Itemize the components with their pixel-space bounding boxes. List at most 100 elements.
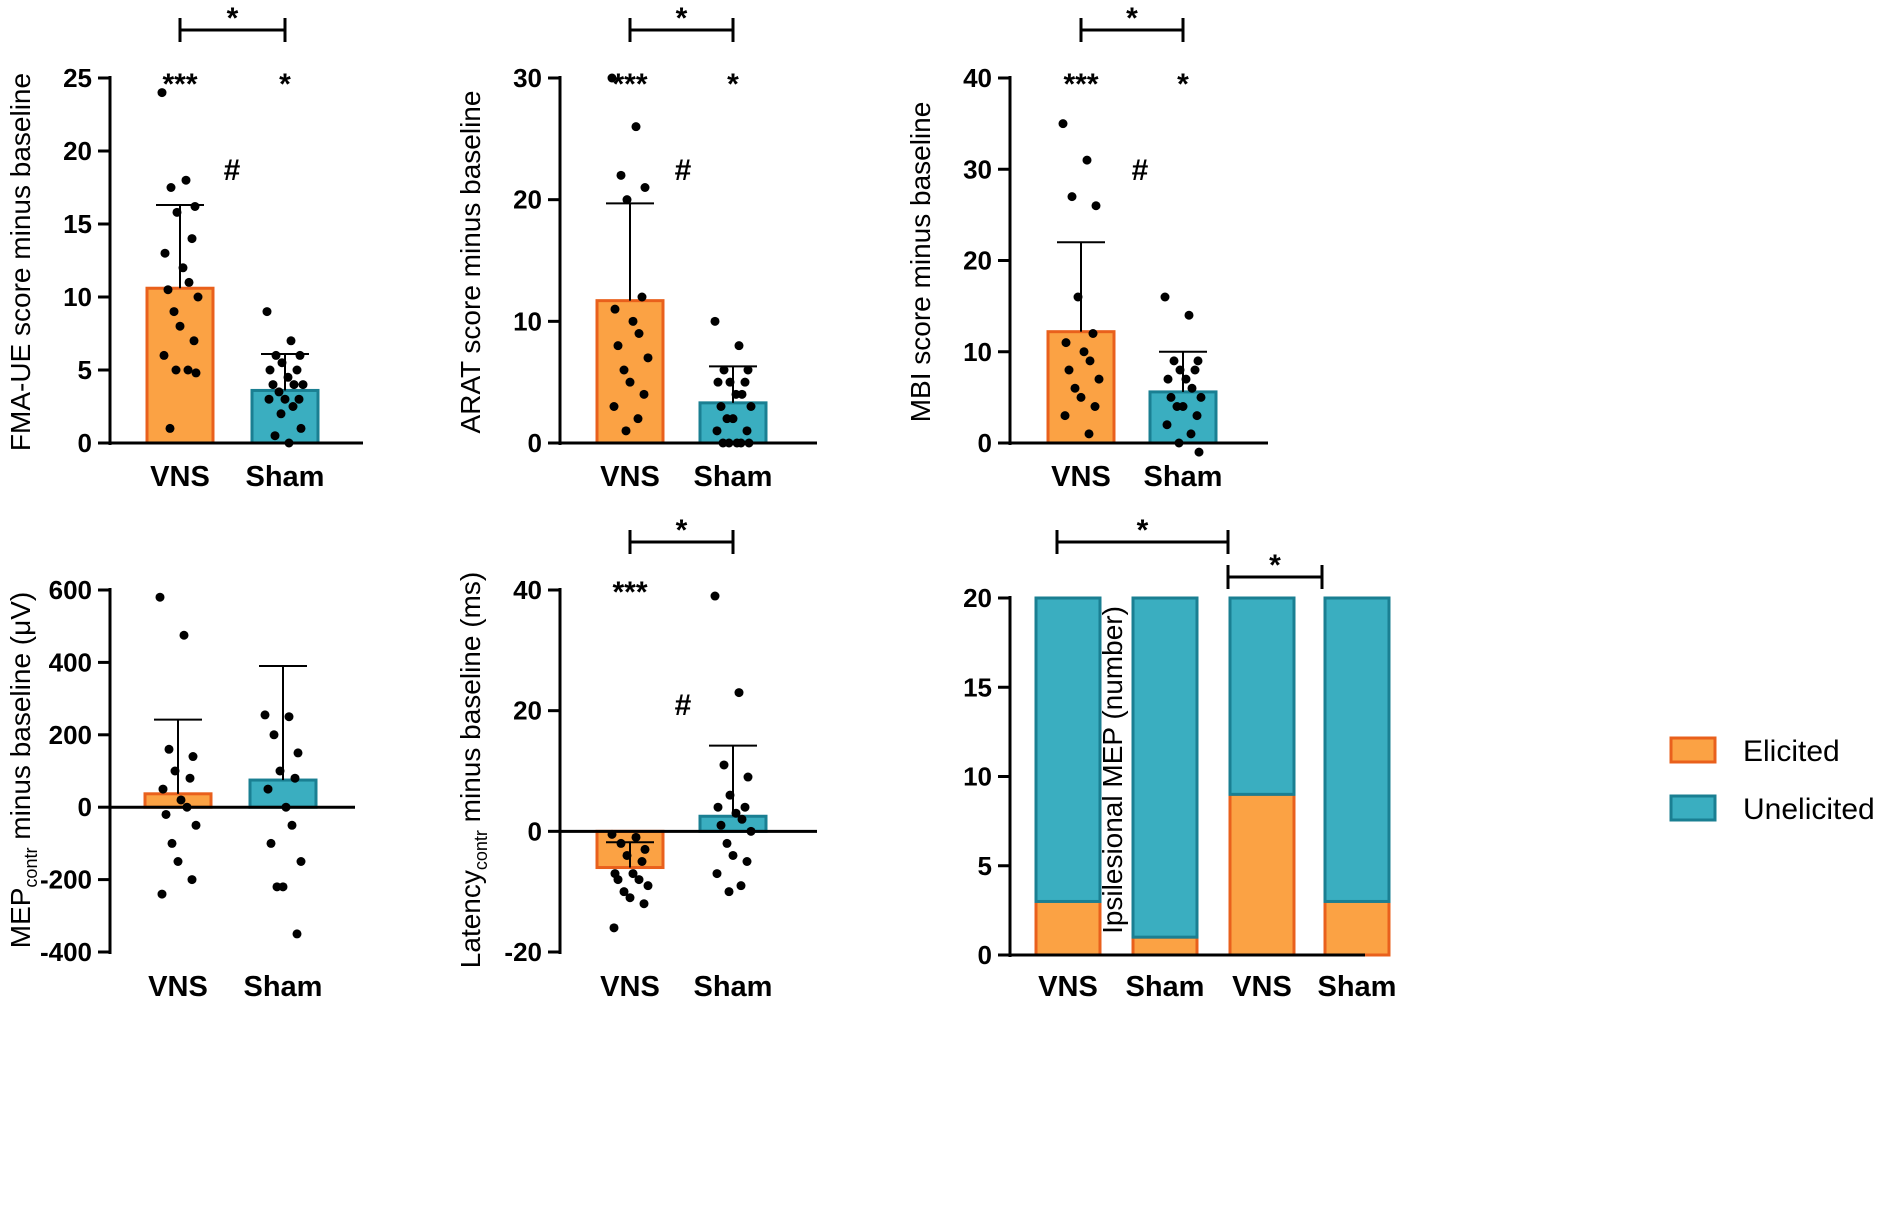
data-point — [613, 341, 623, 351]
y-tick-label: 30 — [963, 154, 992, 184]
data-point — [1187, 383, 1197, 393]
data-point — [616, 170, 626, 180]
data-point — [1181, 374, 1191, 384]
data-point — [280, 394, 290, 404]
data-point — [1084, 429, 1094, 439]
data-point — [160, 248, 170, 258]
stacked-bar-unelicited — [1131, 596, 1199, 939]
data-point — [294, 394, 304, 404]
y-tick-label: 15 — [63, 209, 92, 239]
data-point — [631, 122, 641, 132]
y-axis-label: Ipsilesional MEP (number) — [1097, 606, 1128, 934]
x-category-label: VNS — [1232, 971, 1292, 1003]
legend-swatch-elicited — [1669, 736, 1717, 764]
data-point — [266, 838, 276, 848]
data-point — [725, 377, 735, 387]
data-point — [1193, 356, 1203, 366]
data-point — [736, 881, 746, 891]
y-axis-label: MEPcontr minus baseline (μV) — [5, 592, 41, 949]
data-point — [710, 316, 720, 326]
y-axis-label: FMA-UE score minus baseline — [5, 73, 36, 451]
data-point — [193, 292, 203, 302]
y-tick-label: 20 — [513, 696, 542, 726]
data-point — [1085, 356, 1095, 366]
stacked-bar-unelicited — [1034, 596, 1102, 903]
y-tick-label: 20 — [963, 583, 992, 613]
data-point — [1091, 201, 1101, 211]
data-point — [284, 712, 294, 722]
x-category-label: Sham — [694, 971, 773, 1003]
significance-bracket — [1055, 530, 1230, 554]
data-point — [628, 316, 638, 326]
data-point — [716, 820, 726, 830]
y-axis-label: ARAT score minus baseline — [455, 91, 486, 434]
stacked-bar-elicited — [1131, 935, 1199, 957]
data-point — [1061, 338, 1071, 348]
significance-bracket — [1079, 18, 1185, 42]
data-point — [631, 832, 641, 842]
y-tick-label: 40 — [963, 63, 992, 93]
data-point — [634, 329, 644, 338]
data-point — [743, 772, 753, 782]
x-category-label: VNS — [1051, 461, 1111, 493]
significance-marker: * — [727, 68, 739, 101]
y-tick-label: 600 — [49, 575, 92, 605]
y-tick-label: -200 — [40, 865, 92, 895]
y-tick-label: 0 — [78, 792, 92, 822]
data-point — [740, 802, 750, 812]
y-tick-label: 0 — [978, 940, 992, 970]
data-point — [1067, 192, 1077, 202]
data-point — [1064, 365, 1074, 375]
y-tick-label: 5 — [78, 355, 92, 385]
data-point — [1094, 374, 1104, 384]
chart-mep: -400 -200 0 200 400 600 VNS Sham MEPcontr minus … — [5, 575, 355, 1003]
data-point — [722, 838, 732, 848]
hash-marker: # — [224, 154, 241, 187]
x-category-label: VNS — [150, 461, 210, 493]
data-point — [172, 207, 182, 217]
significance-marker: *** — [612, 576, 647, 609]
stacked-bar-unelicited — [1228, 596, 1296, 796]
data-point — [719, 365, 729, 375]
data-point — [286, 336, 296, 346]
data-point — [264, 394, 274, 404]
data-point — [742, 426, 752, 436]
data-point — [1082, 155, 1092, 165]
data-point — [716, 402, 726, 411]
data-point — [187, 875, 197, 885]
data-point — [746, 402, 756, 411]
data-point — [728, 850, 738, 860]
data-point — [287, 820, 297, 830]
bar-vns — [145, 286, 215, 445]
data-point — [637, 857, 647, 866]
y-tick-label: 0 — [528, 428, 542, 458]
data-point — [292, 929, 302, 939]
data-point — [619, 365, 629, 375]
data-point — [1186, 429, 1196, 439]
y-tick-label: 0 — [528, 816, 542, 846]
data-point — [170, 766, 180, 776]
bracket-label: * — [676, 2, 688, 35]
data-point — [1160, 292, 1170, 302]
data-point — [295, 350, 305, 360]
chart-mbi: 0 10 20 30 40 VNS *** Sham * # * MBI score minus ba… — [905, 2, 1268, 493]
data-point — [161, 809, 171, 819]
data-point — [275, 766, 285, 776]
data-point — [621, 426, 631, 436]
data-point — [155, 592, 165, 602]
data-point — [637, 292, 647, 302]
data-point — [1166, 392, 1176, 402]
data-point — [710, 591, 720, 601]
y-tick-label: 10 — [963, 337, 992, 367]
y-tick-label: -20 — [504, 937, 542, 967]
data-point — [270, 431, 280, 441]
data-point — [633, 414, 643, 424]
data-point — [712, 869, 722, 879]
legend-label: Elicited — [1743, 735, 1840, 768]
data-point — [737, 389, 747, 399]
bar-sham — [698, 814, 768, 833]
data-point — [743, 365, 753, 375]
bracket-label: * — [1126, 2, 1138, 35]
x-category-label: Sham — [694, 461, 773, 493]
data-point — [187, 234, 197, 244]
